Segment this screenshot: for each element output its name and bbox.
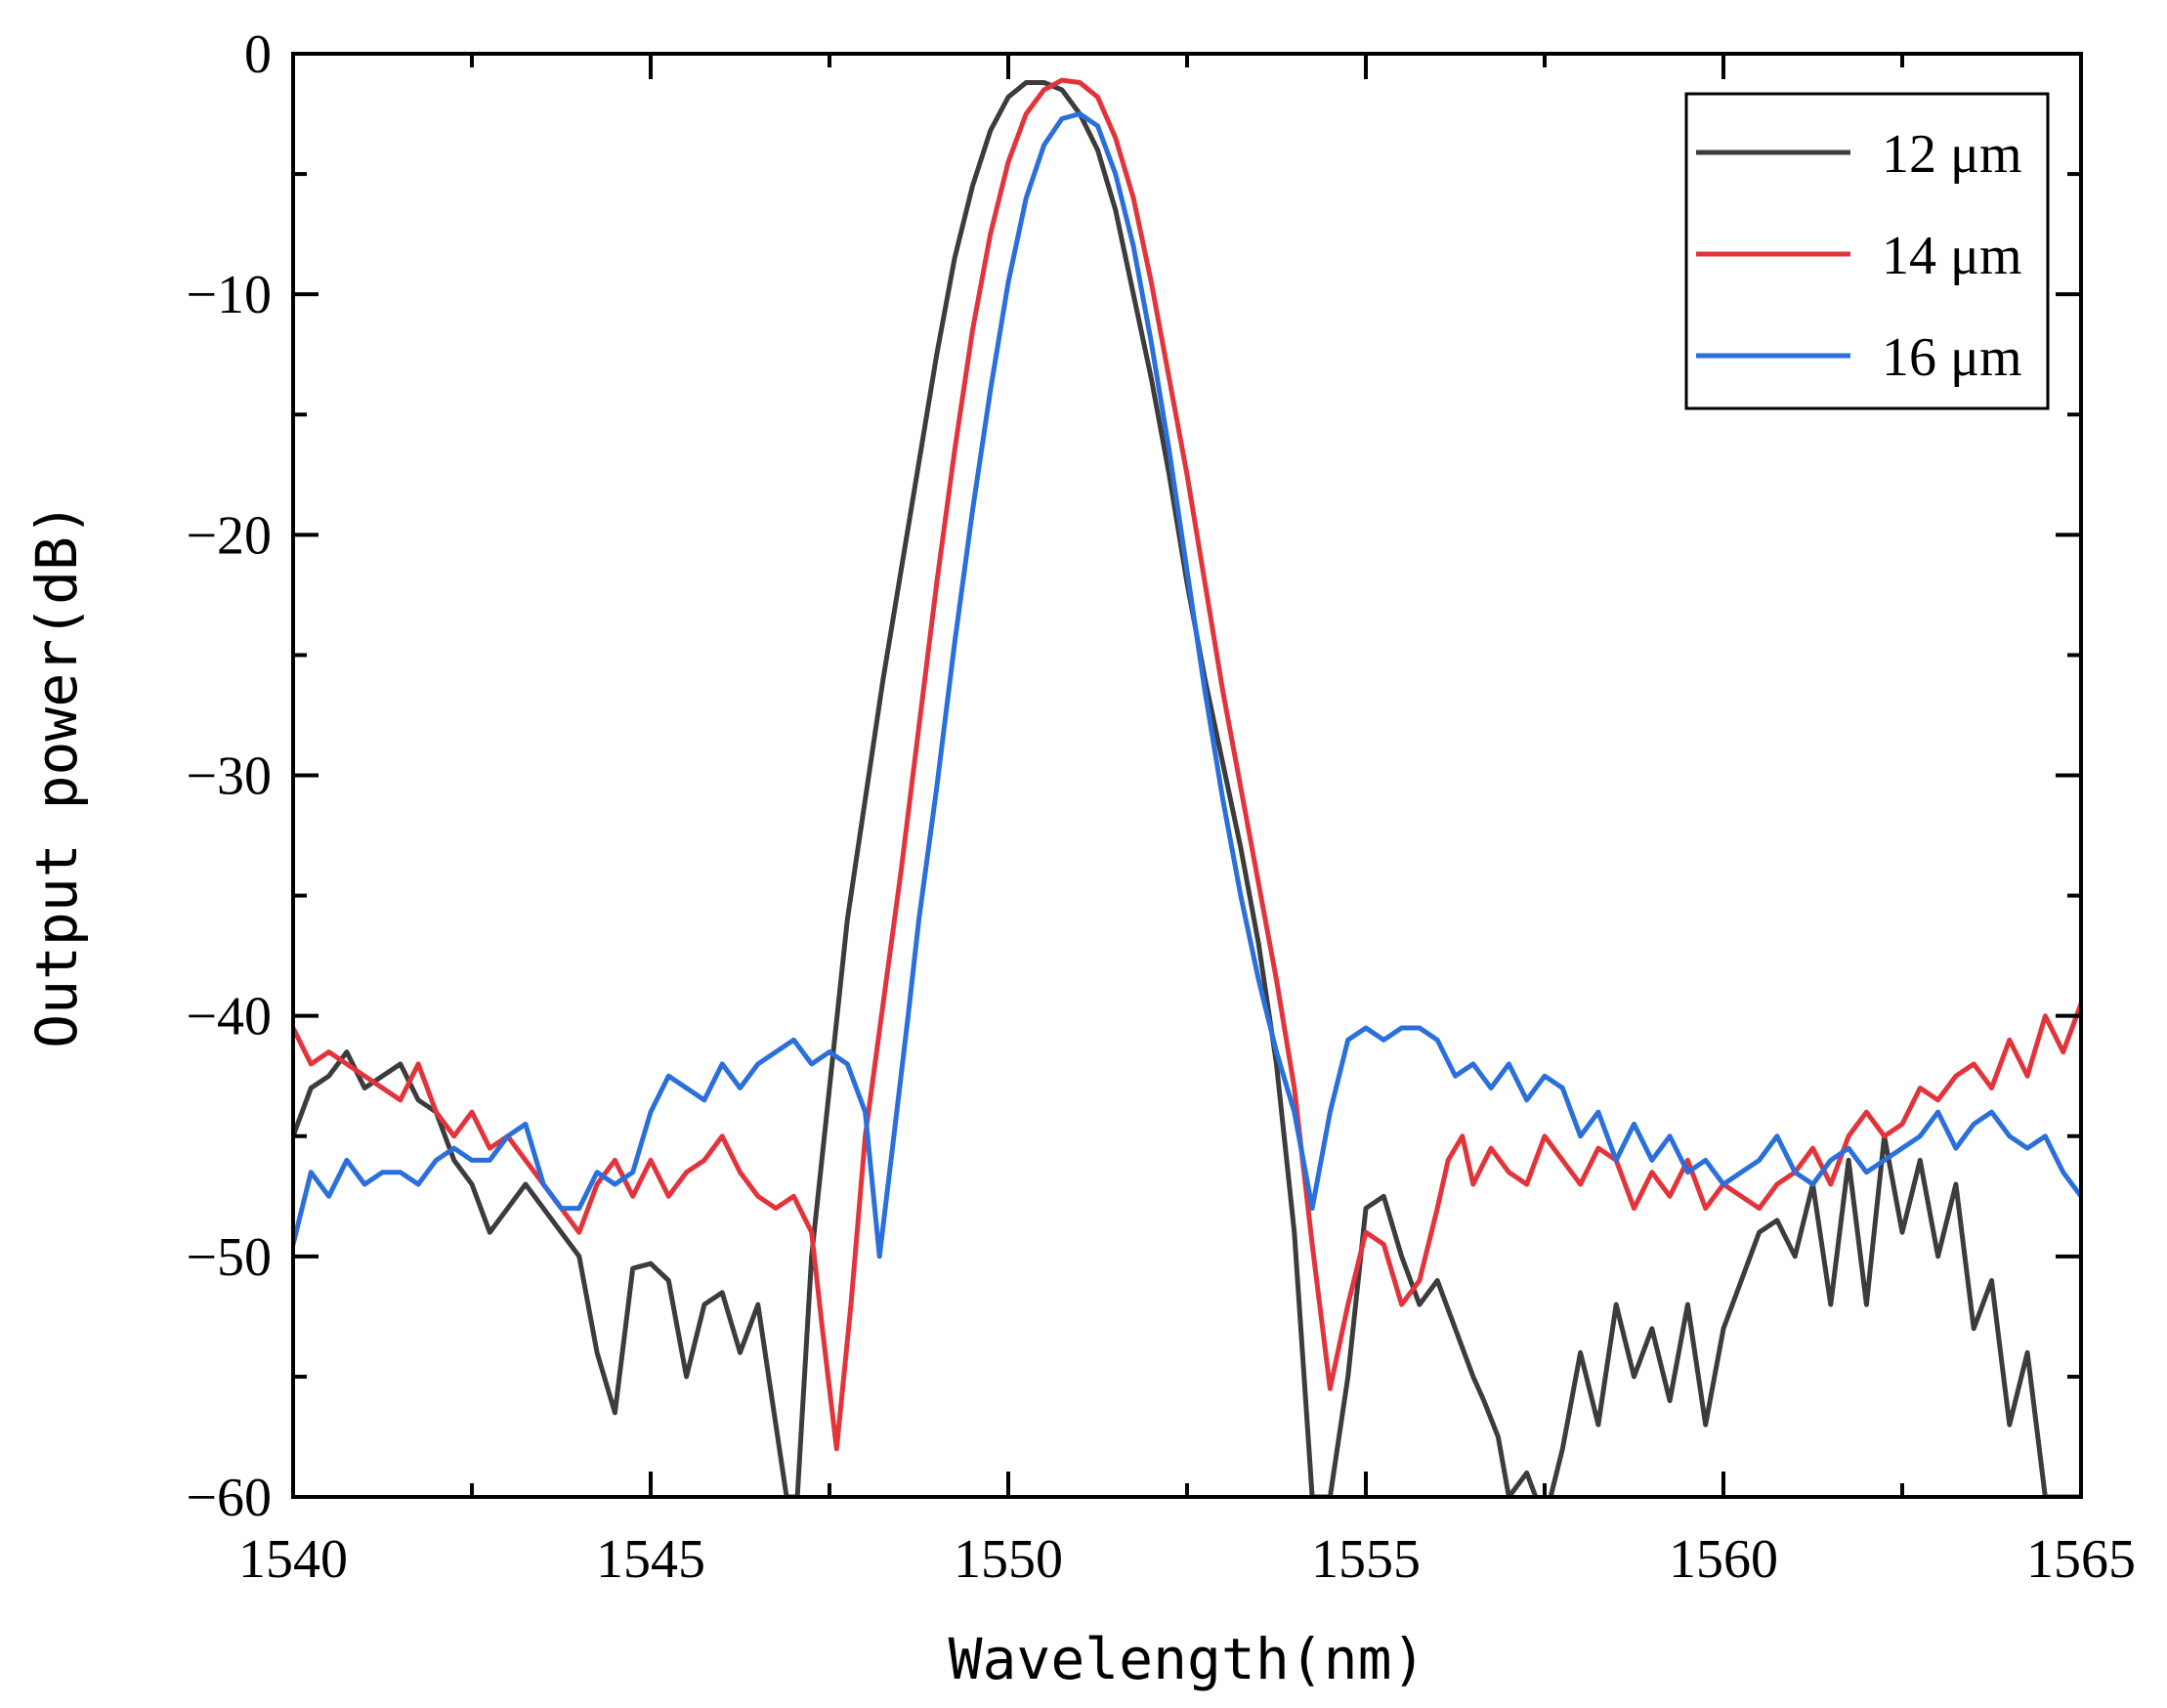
y-axis-title: Output power(dB) [23,502,90,1048]
legend-label-16um: 16 μm [1882,327,2022,388]
series-line-1 [293,77,2081,1452]
x-tick-label: 1565 [2026,1529,2136,1590]
x-tick-label: 1545 [596,1529,705,1590]
series-line-2 [293,111,2081,1260]
x-tick-label: 1550 [954,1529,1063,1590]
axis-ticks [291,52,2083,1499]
y-tick-label: −30 [186,747,272,807]
x-tick-label: 1555 [1311,1529,1421,1590]
y-tick-label: −60 [186,1468,272,1528]
x-tick-label: 1560 [1669,1529,1778,1590]
y-tick-label: 0 [244,24,272,85]
y-tick-label: −50 [186,1227,272,1288]
y-tick-label: −10 [186,265,272,325]
series-lines [293,77,2081,1497]
x-tick-label: 1540 [238,1529,348,1590]
legend-label-14um: 14 μm [1882,226,2022,286]
legend: 12 μm 14 μm 16 μm [1684,92,2050,410]
y-tick-label: −40 [186,987,272,1047]
x-axis-title: Wavelength(nm) [949,1626,1426,1692]
axis-tick-labels: 1540 1545 1550 1555 1560 1565 0 −10 −20 −30 −40 −50… [186,24,2136,1590]
legend-label-12um: 12 μm [1882,124,2022,185]
y-tick-label: −20 [186,505,272,566]
